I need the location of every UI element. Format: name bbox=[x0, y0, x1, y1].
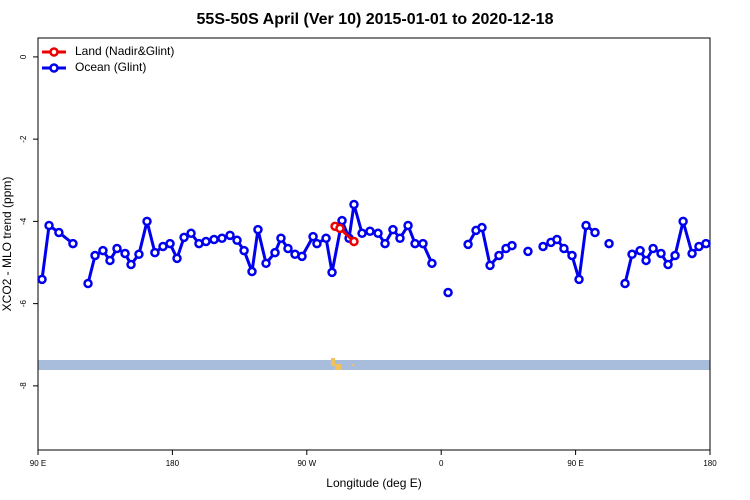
data-point bbox=[126, 259, 136, 270]
data-point bbox=[37, 274, 47, 285]
data-point bbox=[261, 258, 271, 269]
data-point bbox=[247, 266, 257, 277]
data-point bbox=[538, 241, 548, 252]
data-point bbox=[388, 224, 398, 235]
data-point bbox=[335, 223, 345, 234]
y-tick-label: -8 bbox=[19, 382, 28, 390]
data-point bbox=[349, 236, 359, 247]
data-point bbox=[337, 215, 347, 226]
data-point bbox=[581, 220, 591, 231]
data-point bbox=[485, 260, 495, 271]
data-point bbox=[54, 227, 64, 238]
data-point bbox=[567, 250, 577, 261]
data-point bbox=[373, 228, 383, 239]
data-point bbox=[477, 222, 487, 233]
x-tick-label: 180 bbox=[166, 459, 180, 468]
data-point bbox=[83, 278, 93, 289]
data-point bbox=[239, 245, 249, 256]
data-point bbox=[44, 220, 54, 231]
data-point bbox=[90, 250, 100, 261]
data-point bbox=[98, 245, 108, 256]
legend-marker bbox=[49, 47, 59, 57]
data-point bbox=[186, 228, 196, 239]
legend-marker bbox=[49, 63, 59, 73]
data-point bbox=[590, 227, 600, 238]
data-point bbox=[308, 231, 318, 242]
data-point bbox=[327, 267, 337, 278]
data-point bbox=[321, 233, 331, 243]
chart-title: 55S-50S April (Ver 10) 2015-01-01 to 202… bbox=[197, 11, 554, 28]
x-tick-label: 180 bbox=[703, 459, 717, 468]
y-axis-label: XCO2 - MLO trend (ppm) bbox=[0, 177, 14, 312]
data-point bbox=[276, 233, 286, 243]
data-point bbox=[172, 253, 182, 264]
data-point bbox=[687, 248, 697, 259]
legend-label: Ocean (Glint) bbox=[75, 60, 146, 74]
land-mark bbox=[352, 364, 354, 366]
data-point bbox=[663, 259, 673, 270]
data-point bbox=[201, 236, 211, 247]
data-point bbox=[641, 255, 651, 266]
data-point bbox=[349, 199, 359, 210]
data-point bbox=[209, 234, 219, 245]
data-point bbox=[443, 287, 453, 298]
data-point bbox=[507, 240, 517, 251]
data-point bbox=[559, 243, 569, 254]
data-point bbox=[312, 238, 322, 249]
land-mark bbox=[331, 358, 335, 366]
data-point bbox=[410, 238, 420, 249]
data-point bbox=[427, 258, 437, 269]
data-point bbox=[270, 247, 280, 258]
data-point bbox=[380, 238, 390, 249]
data-point bbox=[574, 274, 584, 285]
data-point bbox=[232, 235, 242, 246]
data-point bbox=[701, 238, 711, 249]
y-tick-label: -4 bbox=[19, 217, 28, 225]
data-point bbox=[142, 216, 152, 227]
data-point bbox=[179, 232, 189, 243]
y-tick-label: 0 bbox=[19, 54, 28, 59]
data-point bbox=[150, 247, 160, 258]
x-tick-label: 0 bbox=[439, 459, 444, 468]
data-point bbox=[134, 249, 144, 260]
land-mark bbox=[335, 364, 341, 370]
data-point bbox=[494, 250, 504, 261]
data-point bbox=[648, 243, 658, 254]
data-point bbox=[678, 216, 688, 227]
data-point bbox=[418, 238, 428, 249]
data-point bbox=[225, 230, 235, 241]
data-point bbox=[627, 249, 637, 260]
data-point bbox=[165, 238, 175, 249]
data-point bbox=[365, 226, 375, 237]
x-axis-label: Longitude (deg E) bbox=[326, 476, 421, 490]
data-point bbox=[463, 239, 473, 250]
data-point bbox=[357, 228, 367, 239]
data-point bbox=[283, 243, 293, 254]
x-tick-label: 90 W bbox=[297, 459, 316, 468]
y-tick-label: -2 bbox=[19, 135, 28, 143]
mask-band bbox=[38, 360, 710, 370]
data-point bbox=[217, 233, 227, 243]
legend-label: Land (Nadir&Glint) bbox=[75, 44, 174, 58]
data-point bbox=[253, 224, 263, 235]
data-point bbox=[635, 245, 645, 256]
data-point bbox=[297, 251, 307, 262]
data-point bbox=[620, 278, 630, 289]
data-point bbox=[68, 238, 78, 249]
data-point bbox=[670, 250, 680, 261]
data-point bbox=[112, 243, 122, 254]
data-point bbox=[105, 255, 115, 266]
x-tick-label: 90 E bbox=[30, 459, 46, 468]
x-tick-label: 90 E bbox=[567, 459, 583, 468]
data-point bbox=[395, 233, 405, 243]
data-point bbox=[604, 238, 614, 249]
data-point bbox=[552, 234, 562, 245]
y-tick-label: -6 bbox=[19, 300, 28, 308]
data-point bbox=[120, 248, 130, 259]
data-point bbox=[656, 248, 666, 259]
data-point bbox=[403, 220, 413, 231]
data-point bbox=[523, 246, 533, 257]
